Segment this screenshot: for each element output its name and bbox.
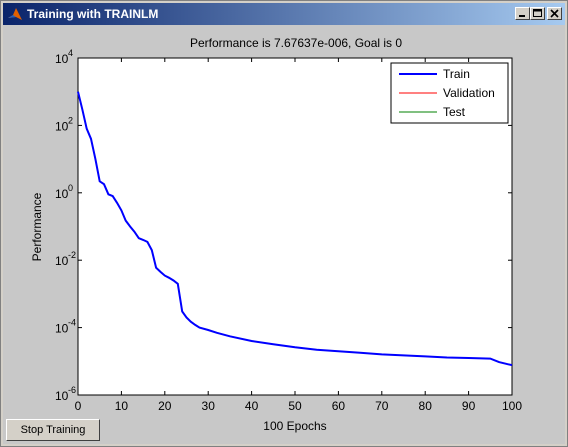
title-bar[interactable]: Training with TRAINLM [3, 3, 565, 25]
y-tick-label-base: 10 [55, 52, 69, 66]
x-tick-label: 20 [158, 399, 172, 413]
legend-label-validation: Validation [443, 86, 495, 100]
maximize-icon [533, 9, 542, 17]
y-tick-label-exponent: -2 [68, 250, 76, 260]
y-tick-label-exponent: -4 [68, 318, 76, 328]
minimize-icon [519, 15, 525, 17]
series-line-train [77, 91, 513, 367]
legend-label-test: Test [443, 105, 466, 119]
y-tick-label-exponent: 2 [68, 115, 73, 125]
y-tick-label-exponent: -6 [68, 385, 76, 395]
maximize-button[interactable] [530, 7, 545, 20]
y-tick-label-base: 10 [55, 254, 69, 268]
x-tick-label: 90 [462, 399, 476, 413]
x-tick-label: 60 [332, 399, 346, 413]
chart-title: Performance is 7.67637e-006, Goal is 0 [190, 36, 402, 50]
y-tick-label-base: 10 [55, 187, 69, 201]
x-tick-label: 80 [419, 399, 433, 413]
close-icon [550, 9, 559, 18]
y-tick-label-exponent: 4 [68, 48, 73, 58]
x-tick-label: 0 [75, 399, 82, 413]
figure-area: Performance is 7.67637e-006, Goal is 0 0… [3, 25, 565, 444]
y-tick-label-base: 10 [55, 322, 69, 336]
x-tick-label: 100 [502, 399, 522, 413]
y-axis-label: Performance [30, 192, 44, 261]
y-tick-label-base: 10 [55, 119, 69, 133]
legend: Train Validation Test [390, 62, 509, 124]
y-tick-label-base: 10 [55, 389, 69, 403]
x-axis-label: 100 Epochs [263, 419, 326, 433]
legend-label-train: Train [443, 67, 470, 81]
x-tick-label: 70 [375, 399, 389, 413]
series-lines [77, 91, 513, 367]
minimize-button[interactable] [515, 7, 530, 20]
window-title: Training with TRAINLM [27, 7, 159, 21]
x-axis-ticks: 0 10 20 30 40 50 60 70 80 90 100 [75, 58, 522, 413]
close-button[interactable] [547, 7, 562, 20]
matlab-icon[interactable] [7, 6, 23, 22]
performance-plot: Performance is 7.67637e-006, Goal is 0 0… [30, 36, 522, 433]
x-tick-label: 30 [202, 399, 216, 413]
x-tick-label: 10 [115, 399, 129, 413]
y-tick-label-exponent: 0 [68, 183, 73, 193]
x-tick-label: 50 [288, 399, 302, 413]
x-tick-label: 40 [245, 399, 259, 413]
stop-training-button[interactable]: Stop Training [6, 419, 100, 441]
